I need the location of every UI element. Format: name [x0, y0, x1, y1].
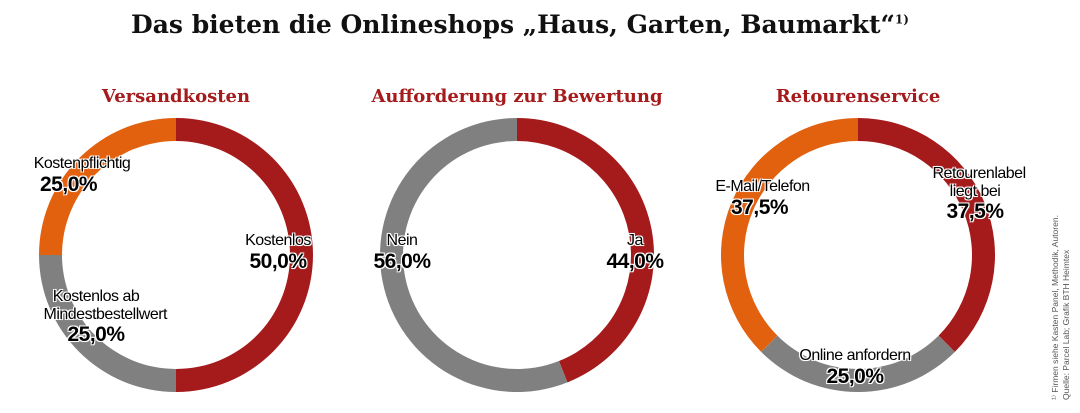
chart-title: Das bieten die Onlineshops „Haus, Garten… — [131, 10, 909, 39]
donut-slice-ja — [517, 118, 654, 383]
source-note: ¹⁾ Firmen siehe Kasten Panel, Methodik, … — [1050, 215, 1071, 400]
title-footnote: 1) — [894, 12, 909, 27]
donut-slice-online-anfordern — [761, 335, 955, 393]
donut-slice-kostenlos — [176, 118, 313, 392]
label-email-telefon: E-Mail/Telefon 37,5% — [715, 178, 810, 219]
label-online-anfordern: Online anfordern 25,0% — [799, 347, 911, 388]
donut-slice-e-mail-telefon — [720, 117, 858, 352]
subtitle-versandkosten: Versandkosten — [101, 86, 251, 107]
label-kostenlos: Kostenlos 50,0% — [245, 232, 311, 273]
donut-slice-kostenlos-ab-mindestbestellwert — [39, 255, 176, 392]
subtitle-retourenservice: Retourenservice — [775, 86, 941, 107]
donut-slice-retourenlabel-liegt-bei — [858, 118, 995, 352]
label-ja: Ja 44,0% — [606, 232, 664, 273]
label-retourenlabel: Retourenlabel liegt bei 37,5% — [932, 165, 1027, 224]
label-kostenlos-ab-mbw: Kostenlos ab Mindestbestellwert 25,0% — [43, 288, 168, 347]
donut-slice-kostenpflichtig — [39, 118, 176, 255]
subtitle-bewertung: Aufforderung zur Bewertung — [371, 86, 663, 107]
label-kostenpflichtig: Kostenpflichtig 25,0% — [33, 155, 131, 196]
label-nein: Nein 56,0% — [373, 232, 431, 273]
donut-slice-nein — [380, 118, 568, 393]
